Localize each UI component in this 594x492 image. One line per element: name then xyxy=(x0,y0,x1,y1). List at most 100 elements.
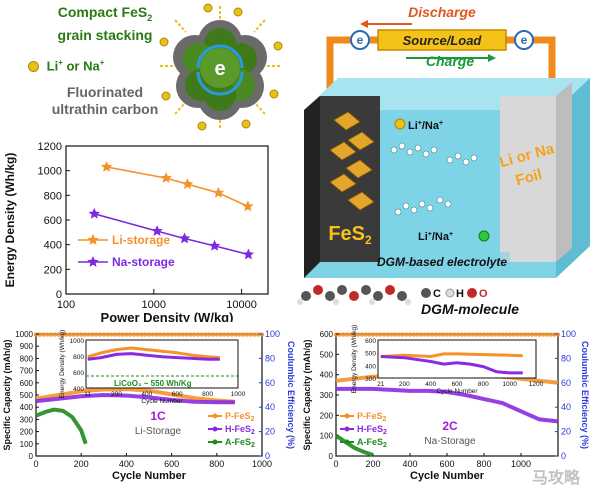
ce-point xyxy=(165,332,171,337)
ce-point xyxy=(33,332,39,337)
ce-point xyxy=(496,332,501,337)
ce-point xyxy=(82,332,88,337)
ce-point xyxy=(341,332,346,337)
y-tick-label: 0 xyxy=(29,452,34,461)
inset-y-tick-label: 1000 xyxy=(70,338,85,345)
legend-marker-icon xyxy=(344,439,350,445)
rate-label: 1C xyxy=(150,409,166,423)
y-tick-label: 400 xyxy=(44,240,62,252)
title-line2: grain stacking xyxy=(57,26,153,43)
y-tick-label: 700 xyxy=(20,367,34,376)
ce-point xyxy=(444,332,450,337)
ce-point xyxy=(71,332,76,337)
ce-point xyxy=(154,332,159,337)
ion-bottom-icon xyxy=(478,230,490,242)
ce-point xyxy=(90,332,95,337)
ce-point xyxy=(75,332,80,337)
ce-point xyxy=(259,332,265,337)
y-tick-label: 1000 xyxy=(38,166,62,178)
ce-point xyxy=(86,332,91,337)
series-line-li-storage xyxy=(106,166,249,208)
data-point-star xyxy=(242,248,255,260)
ce-point xyxy=(139,332,144,337)
y-tick-label: 300 xyxy=(320,391,334,400)
ce-point xyxy=(418,332,424,337)
data-point-star xyxy=(212,186,225,198)
solvated-molecules xyxy=(390,142,478,216)
x-tick-label: 800 xyxy=(476,459,491,469)
x-tick-label: 10000 xyxy=(226,299,257,311)
series-line-a-fes2 xyxy=(334,434,374,457)
y-tick-label: 1000 xyxy=(15,330,33,339)
ce-point xyxy=(348,332,353,337)
svg-text:C: C xyxy=(433,288,441,300)
ion-dots xyxy=(159,3,283,131)
legend-label: A-FeS2 xyxy=(357,437,387,449)
y-axis-label: Specific Capacity (mAh/g) xyxy=(2,339,12,450)
y-tick-label: 300 xyxy=(20,415,34,424)
ce-point xyxy=(176,332,182,337)
ce-point xyxy=(448,332,453,337)
svg-text:e: e xyxy=(357,33,364,47)
legend-marker-icon xyxy=(212,439,218,445)
legend-star-icon xyxy=(87,256,99,267)
inset-series-line xyxy=(87,346,220,360)
ce-point xyxy=(404,332,409,337)
ce-point xyxy=(478,332,483,337)
ce-point xyxy=(199,332,204,337)
legend-label: H-FeS2 xyxy=(225,424,255,436)
storage-label: Li-Storage xyxy=(135,426,182,437)
molecule-label: DGM-molecule xyxy=(421,301,519,317)
y-tick-label: 900 xyxy=(20,342,34,351)
plot-frame xyxy=(65,145,269,295)
data-point-star xyxy=(160,172,172,183)
dgm-molecule-illustration xyxy=(297,285,411,305)
inset-y-axis-label: Energy Density (Wh/kg) xyxy=(59,330,66,399)
ce-point xyxy=(116,332,122,337)
ce-point xyxy=(356,332,361,337)
data-point-star xyxy=(151,225,163,236)
y2-tick-label: 0 xyxy=(561,451,566,461)
x-axis-label: Cycle Number xyxy=(112,470,187,482)
ce-point xyxy=(555,332,561,337)
inset-x-tick-label: 1000 xyxy=(231,391,246,398)
ce-point xyxy=(256,332,261,337)
legend-label: H-FeS2 xyxy=(357,424,387,436)
ce-point xyxy=(500,332,505,337)
schematic-title: Compact FeS2 grain stacking xyxy=(30,4,180,44)
ce-point xyxy=(237,332,242,337)
ce-point xyxy=(452,332,457,337)
legend-label: A-FeS2 xyxy=(225,437,255,449)
inset-x-tick-label: 800 xyxy=(478,381,489,388)
ce-point xyxy=(378,332,383,337)
source-load-box xyxy=(377,29,507,51)
inset-y-tick-label: 800 xyxy=(73,354,84,361)
ce-point xyxy=(248,332,253,337)
inset-y-tick-label: 600 xyxy=(73,370,84,377)
ce-point xyxy=(393,332,398,337)
ce-point xyxy=(518,332,524,337)
ce-point xyxy=(94,332,99,337)
ce-point xyxy=(63,332,69,337)
y2-tick-label: 40 xyxy=(265,402,275,412)
ce-point xyxy=(529,332,535,337)
ce-point xyxy=(400,332,405,337)
inset-x-tick-label: 1200 xyxy=(529,381,544,388)
x-tick-label: 1000 xyxy=(511,459,531,469)
ce-point xyxy=(359,332,365,337)
y2-tick-label: 60 xyxy=(265,378,275,388)
ce-point xyxy=(489,332,494,337)
ion-legend: Li+ or Na+ xyxy=(28,58,104,73)
inset-series-line xyxy=(380,355,523,375)
ce-point xyxy=(544,332,550,337)
x-tick-label: 600 xyxy=(439,459,454,469)
reference-label: LiCoO₂ ~ 550 Wh/Kg xyxy=(114,379,192,388)
ce-point xyxy=(515,332,520,337)
ce-point xyxy=(481,332,487,337)
ce-point xyxy=(143,332,148,337)
ce-point xyxy=(120,332,125,337)
y-tick-label: 800 xyxy=(20,354,34,363)
ce-point xyxy=(56,332,61,337)
ce-point xyxy=(492,332,498,337)
